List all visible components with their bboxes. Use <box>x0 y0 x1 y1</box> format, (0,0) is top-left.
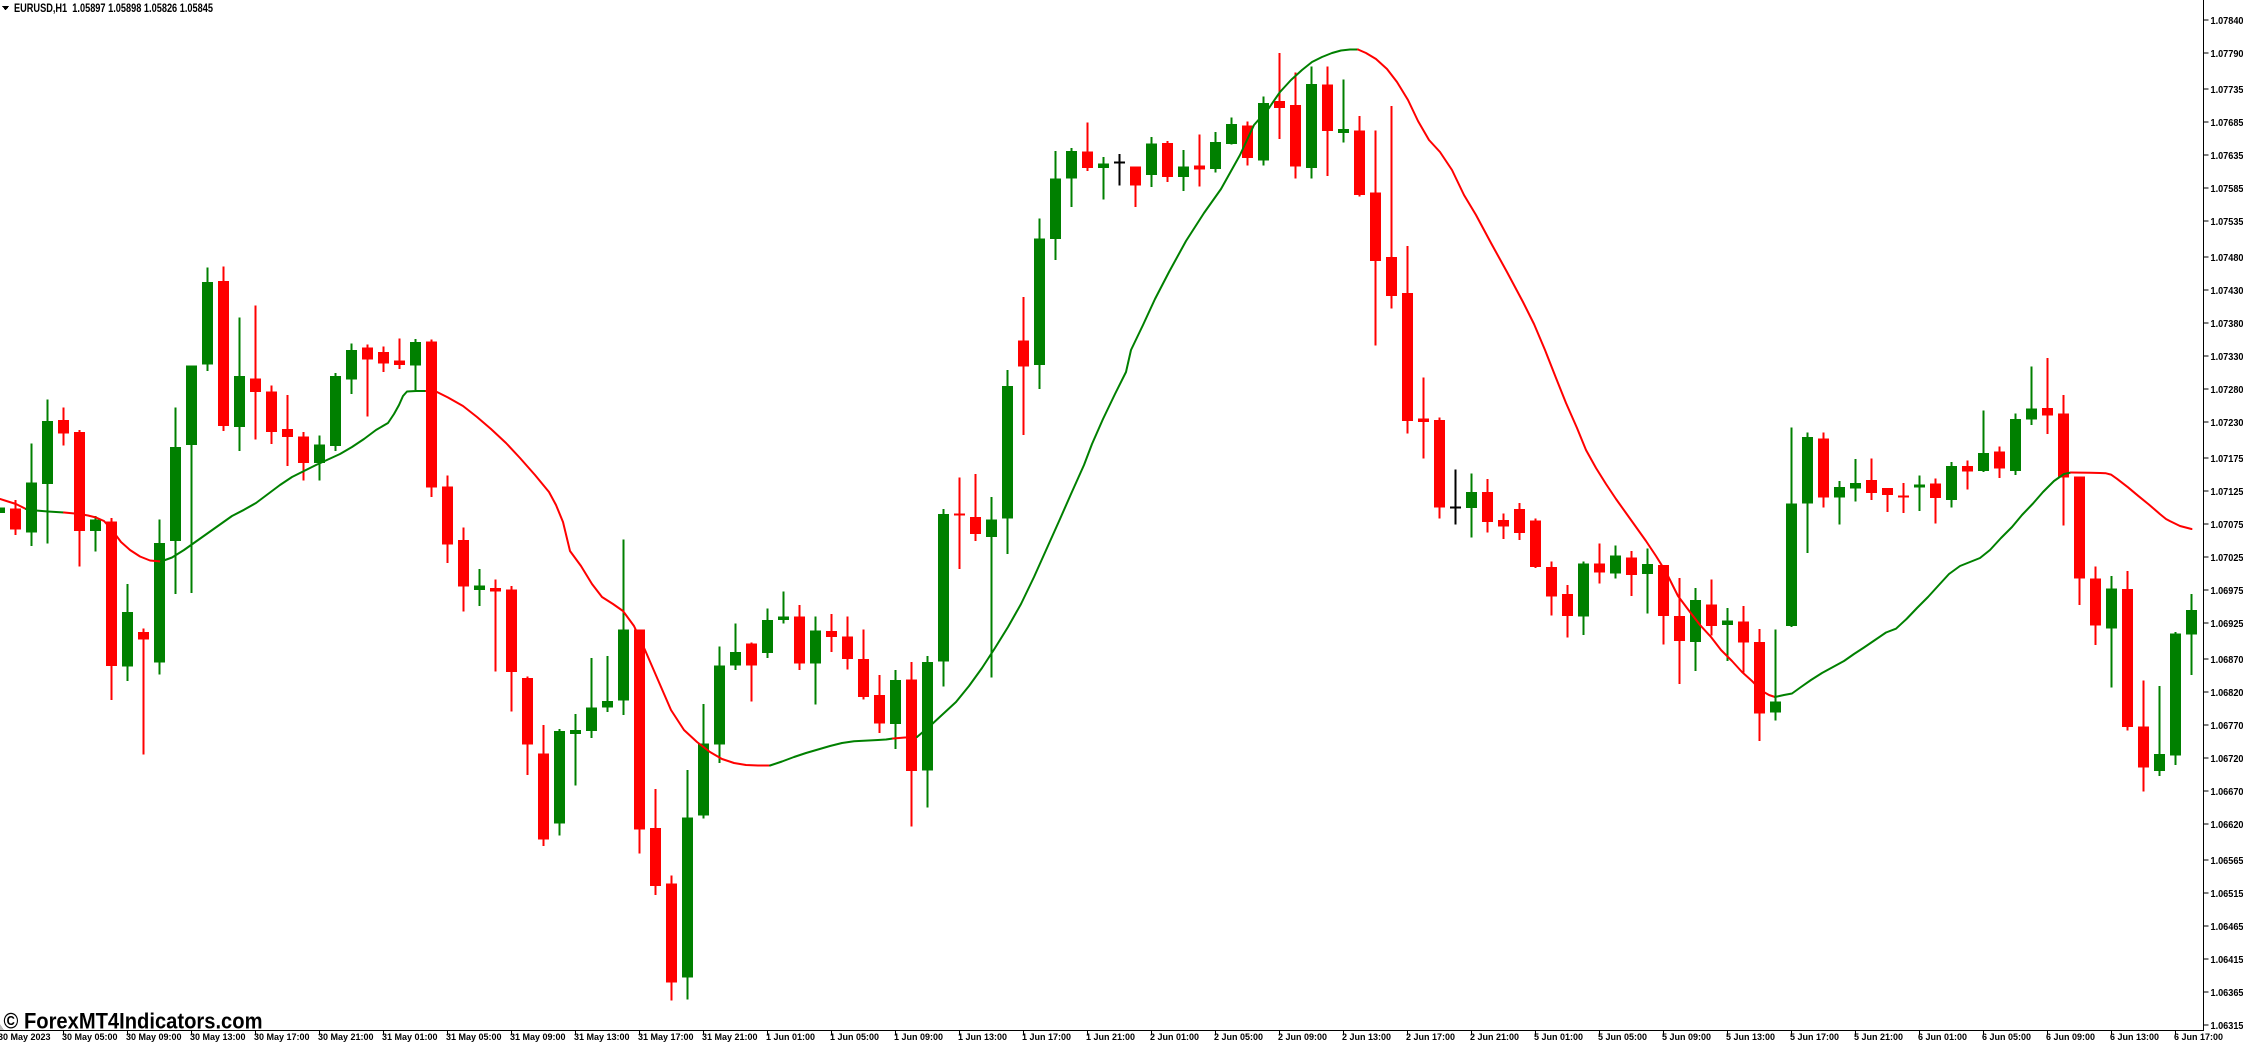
svg-text:5 Jun 17:00: 5 Jun 17:00 <box>1790 1032 1839 1042</box>
svg-text:6 Jun 09:00: 6 Jun 09:00 <box>2046 1032 2095 1042</box>
svg-text:1 Jun 09:00: 1 Jun 09:00 <box>894 1032 943 1042</box>
svg-text:5 Jun 13:00: 5 Jun 13:00 <box>1726 1032 1775 1042</box>
svg-text:6 Jun 13:00: 6 Jun 13:00 <box>2110 1032 2159 1042</box>
svg-text:31 May 13:00: 31 May 13:00 <box>574 1032 630 1042</box>
svg-text:2 Jun 21:00: 2 Jun 21:00 <box>1470 1032 1519 1042</box>
svg-text:5 Jun 01:00: 5 Jun 01:00 <box>1534 1032 1583 1042</box>
svg-text:5 Jun 09:00: 5 Jun 09:00 <box>1662 1032 1711 1042</box>
svg-text:1.06975: 1.06975 <box>2211 585 2243 597</box>
svg-text:2 Jun 05:00: 2 Jun 05:00 <box>1214 1032 1263 1042</box>
svg-text:6 Jun 17:00: 6 Jun 17:00 <box>2174 1032 2223 1042</box>
svg-text:1.06315: 1.06315 <box>2211 1020 2243 1032</box>
svg-text:1.06620: 1.06620 <box>2211 819 2243 831</box>
svg-text:1.07635: 1.07635 <box>2211 150 2243 162</box>
svg-text:30 May 13:00: 30 May 13:00 <box>190 1032 246 1042</box>
svg-text:2 Jun 13:00: 2 Jun 13:00 <box>1342 1032 1391 1042</box>
svg-text:1.06820: 1.06820 <box>2211 687 2243 699</box>
svg-text:1.07175: 1.07175 <box>2211 453 2243 465</box>
svg-text:1.06770: 1.06770 <box>2211 720 2243 732</box>
svg-text:1.06925: 1.06925 <box>2211 618 2243 630</box>
svg-text:1 Jun 17:00: 1 Jun 17:00 <box>1022 1032 1071 1042</box>
svg-text:31 May 01:00: 31 May 01:00 <box>382 1032 438 1042</box>
svg-text:1.07840: 1.07840 <box>2211 15 2243 27</box>
svg-text:6 Jun 01:00: 6 Jun 01:00 <box>1918 1032 1967 1042</box>
svg-text:31 May 05:00: 31 May 05:00 <box>446 1032 502 1042</box>
svg-text:1.07380: 1.07380 <box>2211 318 2243 330</box>
svg-text:1.06870: 1.06870 <box>2211 654 2243 666</box>
svg-text:1.07025: 1.07025 <box>2211 552 2243 564</box>
svg-text:30 May 09:00: 30 May 09:00 <box>126 1032 182 1042</box>
svg-text:1 Jun 05:00: 1 Jun 05:00 <box>830 1032 879 1042</box>
svg-text:1.07585: 1.07585 <box>2211 183 2243 195</box>
svg-text:1 Jun 21:00: 1 Jun 21:00 <box>1086 1032 1135 1042</box>
svg-text:5 Jun 21:00: 5 Jun 21:00 <box>1854 1032 1903 1042</box>
svg-text:1.07330: 1.07330 <box>2211 351 2243 363</box>
svg-text:1.06720: 1.06720 <box>2211 753 2243 765</box>
svg-text:1.06465: 1.06465 <box>2211 921 2243 933</box>
svg-text:1.07125: 1.07125 <box>2211 486 2243 498</box>
svg-text:2 Jun 09:00: 2 Jun 09:00 <box>1278 1032 1327 1042</box>
svg-text:1.06565: 1.06565 <box>2211 855 2243 867</box>
svg-text:1.07075: 1.07075 <box>2211 519 2243 531</box>
svg-text:1 Jun 13:00: 1 Jun 13:00 <box>958 1032 1007 1042</box>
svg-text:1.07480: 1.07480 <box>2211 252 2243 264</box>
svg-text:31 May 09:00: 31 May 09:00 <box>510 1032 566 1042</box>
svg-text:1.07430: 1.07430 <box>2211 285 2243 297</box>
svg-text:EURUSD,H1 1.05897 1.05898 1.0: EURUSD,H1 1.05897 1.05898 1.05826 1.0584… <box>14 3 213 15</box>
svg-text:30 May 17:00: 30 May 17:00 <box>254 1032 310 1042</box>
svg-text:1.07790: 1.07790 <box>2211 48 2243 60</box>
svg-text:1.07685: 1.07685 <box>2211 117 2243 129</box>
svg-text:1.06365: 1.06365 <box>2211 987 2243 999</box>
svg-text:1.07535: 1.07535 <box>2211 216 2243 228</box>
svg-text:5 Jun 05:00: 5 Jun 05:00 <box>1598 1032 1647 1042</box>
svg-text:31 May 17:00: 31 May 17:00 <box>638 1032 694 1042</box>
svg-text:31 May 21:00: 31 May 21:00 <box>702 1032 758 1042</box>
svg-text:1 Jun 01:00: 1 Jun 01:00 <box>766 1032 815 1042</box>
svg-text:© ForexMT4Indicators.com: © ForexMT4Indicators.com <box>4 1009 263 1034</box>
svg-text:1.06670: 1.06670 <box>2211 786 2243 798</box>
svg-text:1.06515: 1.06515 <box>2211 888 2243 900</box>
svg-text:1.07230: 1.07230 <box>2211 417 2243 429</box>
svg-text:1.07735: 1.07735 <box>2211 84 2243 96</box>
svg-text:2 Jun 17:00: 2 Jun 17:00 <box>1406 1032 1455 1042</box>
svg-text:30 May 05:00: 30 May 05:00 <box>62 1032 118 1042</box>
svg-text:30 May 2023: 30 May 2023 <box>0 1032 51 1042</box>
svg-text:6 Jun 05:00: 6 Jun 05:00 <box>1982 1032 2031 1042</box>
svg-text:2 Jun 01:00: 2 Jun 01:00 <box>1150 1032 1199 1042</box>
svg-text:1.07280: 1.07280 <box>2211 384 2243 396</box>
svg-text:1.06415: 1.06415 <box>2211 954 2243 966</box>
svg-text:30 May 21:00: 30 May 21:00 <box>318 1032 374 1042</box>
